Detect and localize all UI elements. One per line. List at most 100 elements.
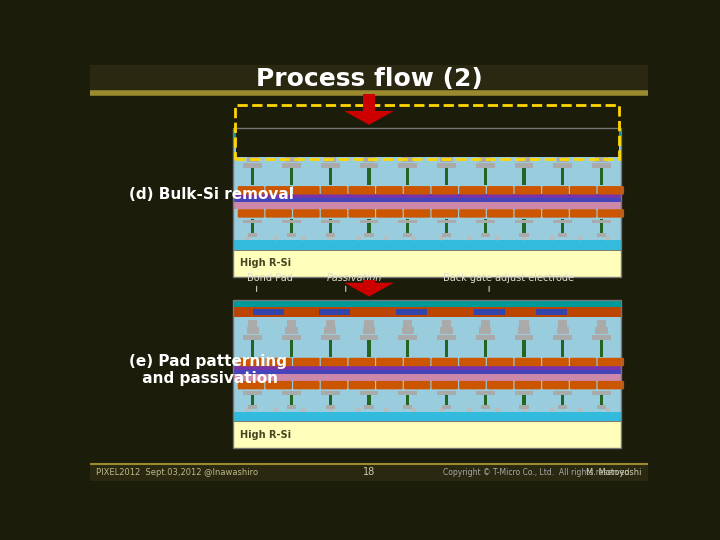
FancyBboxPatch shape bbox=[233, 194, 621, 198]
Circle shape bbox=[439, 236, 444, 240]
FancyBboxPatch shape bbox=[319, 309, 350, 315]
FancyBboxPatch shape bbox=[248, 233, 258, 237]
FancyBboxPatch shape bbox=[523, 390, 526, 408]
FancyBboxPatch shape bbox=[248, 405, 258, 409]
FancyBboxPatch shape bbox=[325, 148, 335, 156]
FancyBboxPatch shape bbox=[557, 156, 569, 162]
FancyBboxPatch shape bbox=[287, 233, 296, 237]
Circle shape bbox=[467, 408, 472, 412]
FancyBboxPatch shape bbox=[487, 381, 513, 389]
Circle shape bbox=[577, 236, 582, 240]
FancyBboxPatch shape bbox=[243, 220, 262, 224]
FancyBboxPatch shape bbox=[437, 220, 456, 224]
FancyBboxPatch shape bbox=[329, 164, 332, 185]
FancyBboxPatch shape bbox=[290, 335, 293, 356]
FancyBboxPatch shape bbox=[364, 148, 374, 156]
FancyBboxPatch shape bbox=[481, 233, 490, 237]
FancyBboxPatch shape bbox=[570, 381, 596, 389]
FancyBboxPatch shape bbox=[324, 156, 336, 162]
FancyBboxPatch shape bbox=[376, 209, 402, 218]
FancyBboxPatch shape bbox=[398, 335, 417, 340]
Text: High R-Si: High R-Si bbox=[240, 430, 291, 440]
FancyBboxPatch shape bbox=[445, 164, 448, 185]
FancyBboxPatch shape bbox=[484, 390, 487, 408]
FancyBboxPatch shape bbox=[321, 186, 347, 194]
Text: Back gate adjust electrode: Back gate adjust electrode bbox=[443, 273, 574, 284]
FancyBboxPatch shape bbox=[321, 164, 340, 168]
FancyBboxPatch shape bbox=[398, 220, 417, 224]
FancyBboxPatch shape bbox=[479, 327, 492, 334]
FancyBboxPatch shape bbox=[558, 148, 567, 156]
FancyBboxPatch shape bbox=[487, 358, 513, 366]
FancyBboxPatch shape bbox=[321, 220, 340, 224]
FancyBboxPatch shape bbox=[398, 392, 417, 395]
FancyBboxPatch shape bbox=[593, 164, 611, 168]
Text: Passivation: Passivation bbox=[326, 273, 382, 284]
FancyBboxPatch shape bbox=[233, 198, 621, 202]
Circle shape bbox=[328, 408, 333, 412]
FancyBboxPatch shape bbox=[515, 209, 541, 218]
FancyBboxPatch shape bbox=[348, 381, 375, 389]
FancyBboxPatch shape bbox=[598, 186, 624, 194]
FancyBboxPatch shape bbox=[282, 164, 301, 168]
FancyBboxPatch shape bbox=[597, 148, 606, 156]
FancyBboxPatch shape bbox=[238, 209, 264, 218]
FancyBboxPatch shape bbox=[266, 381, 292, 389]
FancyBboxPatch shape bbox=[403, 405, 413, 409]
FancyBboxPatch shape bbox=[437, 164, 456, 168]
FancyBboxPatch shape bbox=[233, 202, 621, 209]
FancyBboxPatch shape bbox=[404, 381, 431, 389]
FancyBboxPatch shape bbox=[398, 164, 417, 168]
FancyBboxPatch shape bbox=[246, 156, 259, 162]
FancyBboxPatch shape bbox=[246, 327, 259, 334]
FancyBboxPatch shape bbox=[476, 335, 495, 340]
Circle shape bbox=[301, 408, 305, 412]
FancyBboxPatch shape bbox=[597, 405, 606, 409]
Circle shape bbox=[439, 408, 444, 412]
FancyBboxPatch shape bbox=[367, 335, 371, 356]
FancyBboxPatch shape bbox=[518, 327, 530, 334]
FancyBboxPatch shape bbox=[459, 186, 486, 194]
FancyBboxPatch shape bbox=[561, 335, 564, 356]
FancyBboxPatch shape bbox=[558, 233, 567, 237]
FancyBboxPatch shape bbox=[459, 381, 486, 389]
FancyBboxPatch shape bbox=[431, 381, 458, 389]
Circle shape bbox=[495, 408, 499, 412]
Circle shape bbox=[356, 236, 361, 240]
FancyBboxPatch shape bbox=[406, 390, 409, 408]
FancyBboxPatch shape bbox=[598, 209, 624, 218]
FancyBboxPatch shape bbox=[406, 164, 409, 185]
FancyBboxPatch shape bbox=[404, 209, 431, 218]
FancyBboxPatch shape bbox=[570, 209, 596, 218]
FancyBboxPatch shape bbox=[593, 392, 611, 395]
FancyBboxPatch shape bbox=[542, 209, 569, 218]
FancyBboxPatch shape bbox=[600, 390, 603, 408]
FancyBboxPatch shape bbox=[523, 164, 526, 185]
FancyBboxPatch shape bbox=[360, 335, 378, 340]
Circle shape bbox=[384, 236, 389, 240]
FancyBboxPatch shape bbox=[487, 186, 513, 194]
Circle shape bbox=[467, 236, 472, 240]
FancyBboxPatch shape bbox=[402, 156, 414, 162]
FancyBboxPatch shape bbox=[376, 381, 402, 389]
FancyBboxPatch shape bbox=[600, 164, 603, 185]
FancyBboxPatch shape bbox=[442, 405, 451, 409]
FancyBboxPatch shape bbox=[442, 233, 451, 237]
FancyBboxPatch shape bbox=[396, 309, 427, 315]
FancyBboxPatch shape bbox=[363, 327, 375, 334]
FancyBboxPatch shape bbox=[404, 358, 431, 366]
FancyBboxPatch shape bbox=[597, 233, 606, 237]
FancyBboxPatch shape bbox=[593, 220, 611, 224]
FancyBboxPatch shape bbox=[251, 390, 254, 408]
FancyBboxPatch shape bbox=[233, 300, 621, 412]
FancyBboxPatch shape bbox=[363, 280, 375, 283]
FancyBboxPatch shape bbox=[404, 186, 431, 194]
FancyBboxPatch shape bbox=[542, 358, 569, 366]
FancyBboxPatch shape bbox=[431, 358, 458, 366]
FancyBboxPatch shape bbox=[523, 219, 526, 236]
Polygon shape bbox=[344, 111, 394, 125]
FancyBboxPatch shape bbox=[519, 148, 528, 156]
FancyBboxPatch shape bbox=[519, 233, 528, 237]
FancyBboxPatch shape bbox=[287, 148, 296, 156]
FancyBboxPatch shape bbox=[233, 300, 621, 307]
